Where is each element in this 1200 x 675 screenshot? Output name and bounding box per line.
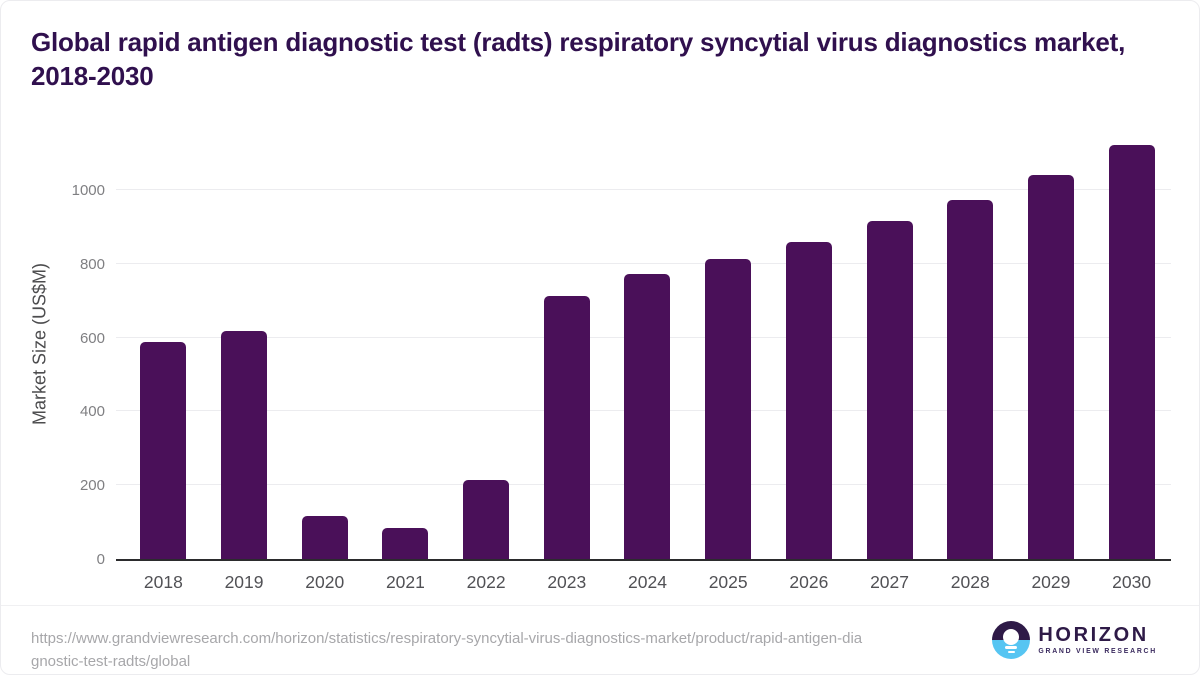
bar-slot xyxy=(526,295,607,559)
x-tick-label: 2022 xyxy=(466,572,506,592)
bar-slot xyxy=(930,199,1011,559)
horizon-sunrise-icon xyxy=(992,621,1031,659)
bar-2019[interactable] xyxy=(221,331,268,559)
gridline xyxy=(116,189,1171,190)
bar-slot xyxy=(849,221,930,559)
chart-title: Global rapid antigen diagnostic test (ra… xyxy=(31,27,1126,91)
bar-slot xyxy=(769,241,850,559)
x-tick-label: 2020 xyxy=(305,572,345,592)
bar-slot xyxy=(1091,144,1172,559)
y-axis-title: Market Size (US$M) xyxy=(29,262,50,426)
y-tick-label: 800 xyxy=(79,255,105,273)
x-tick-label: 2024 xyxy=(628,572,667,592)
bar-slot xyxy=(284,516,365,559)
bar-slot xyxy=(204,331,285,559)
bar-slot xyxy=(607,274,688,559)
bar-2030[interactable] xyxy=(1108,144,1155,559)
source-url: https://www.grandviewresearch.com/horizo… xyxy=(31,628,931,673)
plot-area: 0 200 400 600 800 1000 2018 2019 2020 2021 2022 20… xyxy=(72,129,1172,592)
y-tick-label: 200 xyxy=(79,477,105,495)
bar-2029[interactable] xyxy=(1027,174,1074,559)
x-labels: 2018 2019 2020 2021 2022 2023 2024 2025 2026 2027… xyxy=(123,572,1172,593)
horizon-logo: HORIZON GRAND VIEW RESEARCH xyxy=(992,619,1157,661)
x-tick-label: 2026 xyxy=(789,572,829,592)
bar-slot xyxy=(1011,174,1092,559)
logo-text: HORIZON GRAND VIEW RESEARCH xyxy=(1038,625,1157,656)
y-tick-label: 400 xyxy=(79,403,105,421)
sun-circle-icon xyxy=(1003,629,1020,645)
x-tick-label: 2027 xyxy=(870,572,909,592)
bar-2024[interactable] xyxy=(624,274,671,559)
x-tick-label: 2019 xyxy=(224,572,264,592)
footer-divider xyxy=(1,605,1199,606)
bar-2022[interactable] xyxy=(463,480,510,559)
x-tick-label: 2025 xyxy=(708,572,748,592)
y-tick-label: 600 xyxy=(79,329,105,347)
bar-2027[interactable] xyxy=(866,221,913,559)
x-tick-label: 2029 xyxy=(1031,572,1071,592)
bar-slot xyxy=(123,342,204,559)
source-url-line: https://www.grandviewresearch.com/horizo… xyxy=(31,630,863,647)
bar-slot xyxy=(688,259,769,559)
reflection-line-icon xyxy=(1007,650,1015,653)
x-tick-label: 2030 xyxy=(1112,572,1152,592)
bars xyxy=(123,129,1172,559)
reflection-line-icon xyxy=(1005,646,1018,649)
bar-2028[interactable] xyxy=(947,199,994,559)
bar-slot xyxy=(446,480,527,559)
y-tick-label: 1000 xyxy=(71,182,105,199)
x-tick-label: 2023 xyxy=(547,572,587,592)
bar-2021[interactable] xyxy=(382,528,429,559)
logo-tagline: GRAND VIEW RESEARCH xyxy=(1038,648,1157,656)
logo-name: HORIZON xyxy=(1038,623,1149,646)
x-tick-label: 2018 xyxy=(143,572,183,592)
source-url-line: gnostic-test-radts/global xyxy=(31,652,191,670)
bar-slot xyxy=(365,528,446,559)
bar-2020[interactable] xyxy=(301,516,348,559)
bar-2026[interactable] xyxy=(785,241,832,559)
y-tick-label: 0 xyxy=(96,551,105,568)
x-tick-label: 2021 xyxy=(385,572,425,592)
bar-2023[interactable] xyxy=(543,295,590,559)
gridline xyxy=(116,262,1171,264)
x-tick-label: 2028 xyxy=(950,572,990,592)
bar-2018[interactable] xyxy=(140,342,187,559)
bar-2025[interactable] xyxy=(705,259,752,559)
